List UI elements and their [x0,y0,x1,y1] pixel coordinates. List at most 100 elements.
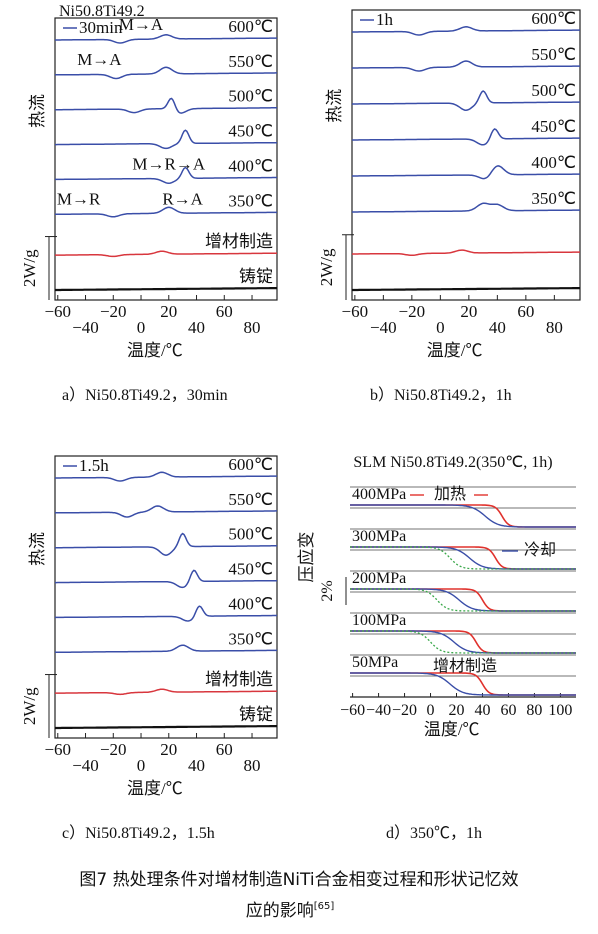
panel-d-title: SLM Ni50.8Ti49.2(350℃, 1h) [353,454,552,471]
dsc-curve [55,644,277,654]
plot-frame [54,17,278,301]
dsc-curve [352,202,580,213]
caption-b: b）Ni50.8Ti49.2，1h [370,386,512,404]
transition-annotation: M→A [119,15,164,34]
x-tick-label: 20 [460,302,477,321]
dsc-curve [55,287,277,292]
x-tick-label: 40 [188,318,205,337]
dsc-curve [55,129,277,150]
x-tick-label: 80 [526,702,542,719]
curve-label: 350℃ [228,191,273,210]
curve-label: 350℃ [228,629,273,648]
x-tick-label: −60 [342,302,369,321]
curve-label: 铸锭 [239,705,273,724]
x-tick-label: −40 [366,702,391,719]
x-tick-label: 100 [548,702,572,719]
dsc-curve [55,97,277,114]
cooling-curve [350,672,576,696]
scale-bar-label: 2% [319,580,336,601]
curve-label: 550℃ [228,490,273,509]
stress-label: 50MPa [352,654,398,671]
x-tick-label: −60 [44,302,71,321]
caption-c: c）Ni50.8Ti49.2，1.5h [62,824,215,842]
x-axis-label: 温度/℃ [127,341,183,360]
x-tick-label: 40 [188,756,205,775]
curve-label: 600℃ [531,9,576,28]
scale-bar-label: 2W/g [317,248,336,286]
x-tick-label: 20 [160,302,177,321]
curve-label: 增材制造 [205,232,273,251]
dsc-curve [55,166,277,184]
x-tick-label: 60 [500,702,516,719]
dsc-curve [54,505,277,518]
dsc-curve [352,165,580,180]
plot-frame [54,455,278,739]
legend-label: 1h [376,10,394,29]
x-tick-label: 40 [474,702,490,719]
stress-label: 100MPa [352,612,406,629]
legend-label: 30min [79,18,123,37]
x-tick-label: 0 [137,756,146,775]
dsc-curve [55,605,277,622]
header-label: Ni50.8Ti49.2 [59,3,145,20]
x-tick-label: −20 [399,302,426,321]
curve-label: 500℃ [228,87,273,106]
x-tick-label: −20 [392,702,417,719]
x-tick-label: 20 [449,702,465,719]
x-tick-label: 60 [216,740,233,759]
x-tick-label: 40 [489,318,506,337]
legend-label: 1.5h [79,456,109,475]
dsc-curve [352,60,580,72]
am-curve [350,588,576,612]
cooling-label: 冷却 [524,541,556,559]
curve-label: 400℃ [531,153,576,172]
stress-label: 400MPa [352,486,406,503]
dsc-curve [55,688,277,696]
x-tick-label: 0 [436,318,445,337]
dsc-curve [55,532,277,556]
heating-label: 加热 [434,485,466,503]
x-tick-label: 80 [244,318,261,337]
x-tick-label: −40 [72,318,99,337]
curve-label: 500℃ [228,525,273,544]
x-tick-label: 60 [517,302,534,321]
dsc-curve [55,206,277,218]
dsc-curve [352,287,580,292]
dsc-curve [352,90,580,111]
curve-label: 400℃ [228,594,273,613]
panel-a: −60−40−20 0 20 40 60 80 温度/℃ 热流 2W/g 600℃ 550℃ 500℃… [20,3,278,360]
scale-bar-label: 2W/g [20,687,39,725]
dsc-curve [55,471,277,482]
transition-annotation: M→R [57,189,101,208]
x-tick-label: 20 [160,740,177,759]
curve-label: 400℃ [228,156,273,175]
curve-label: 600℃ [228,455,273,474]
y-axis-label: 热流 [28,94,47,128]
curve-label: 450℃ [531,117,576,136]
x-tick-label: −20 [100,740,127,759]
am-curve [350,630,576,654]
stress-label: 300MPa [352,528,406,545]
transition-annotation: M→R→A [132,154,205,173]
transition-annotation: M→A [77,50,122,69]
curve-label: 铸锭 [239,267,273,286]
figure-caption-line1: 图7 热处理条件对增材制造NiTi合金相变过程和形状记忆效 [79,870,518,890]
dsc-curve [54,66,277,80]
dsc-curve [55,250,277,258]
cooling-curve [350,504,576,528]
transition-annotation: R→A [162,189,203,208]
scale-bar-label: 2W/g [20,249,39,287]
figure-caption-ref: [65] [314,901,335,912]
y-axis-label: 热流 [28,532,47,566]
x-tick-label: 60 [216,302,233,321]
dsc-curve [352,249,580,257]
curve-label: 600℃ [228,17,273,36]
x-tick-label: 80 [546,318,563,337]
dsc-curve [55,725,277,730]
x-tick-label: −20 [100,302,127,321]
curve-label: 450℃ [228,560,273,579]
panel-d: SLM Ni50.8Ti49.2(350℃, 1h) −60 −40 −20 0 20 40… [297,454,576,739]
x-tick-label: −60 [44,740,71,759]
curve-label: 500℃ [531,81,576,100]
